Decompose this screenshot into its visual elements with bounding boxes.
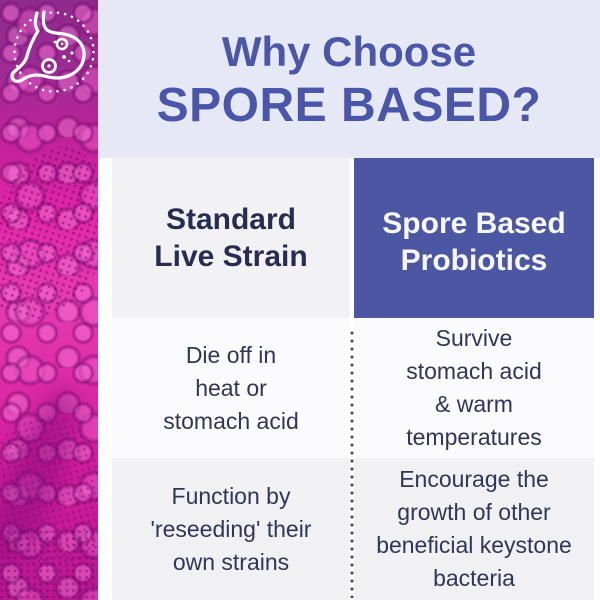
tissue-dot-cluster	[0, 530, 98, 600]
cell-standard-row2: Function by 'reseeding' their own strain…	[112, 458, 350, 600]
cell-standard-row1: Die off in heat or stomach acid	[112, 318, 350, 458]
tissue-dot-cluster	[0, 132, 98, 336]
dotted-column-divider	[350, 330, 354, 598]
column-header-standard-live-strain: Standard Live Strain	[112, 158, 350, 318]
speck-icon	[70, 51, 74, 55]
speck-icon	[53, 40, 57, 44]
cell-spore-row2: Encourage the growth of other beneficial…	[354, 458, 594, 600]
stomach-icon	[10, 10, 95, 93]
speck-icon	[67, 59, 71, 63]
bubble-icon	[41, 58, 57, 74]
column-header-spore-based-probiotics: Spore Based Probiotics	[354, 158, 594, 325]
title-block: Why Choose SPORE BASED?	[98, 0, 600, 158]
title-line-2: SPORE BASED?	[156, 79, 542, 132]
cell-spore-row1: Survive stomach acid & warm temperatures	[354, 318, 594, 458]
bubble-icon	[55, 37, 69, 51]
bubble-dot-icon	[47, 64, 51, 68]
speck-icon	[62, 55, 66, 59]
bubble-dot-icon	[60, 42, 64, 46]
tissue-texture-strip	[0, 0, 98, 600]
title-line-1: Why Choose	[221, 28, 477, 75]
dotted-ring-icon	[13, 11, 95, 93]
stomach-outline-icon	[10, 10, 86, 83]
